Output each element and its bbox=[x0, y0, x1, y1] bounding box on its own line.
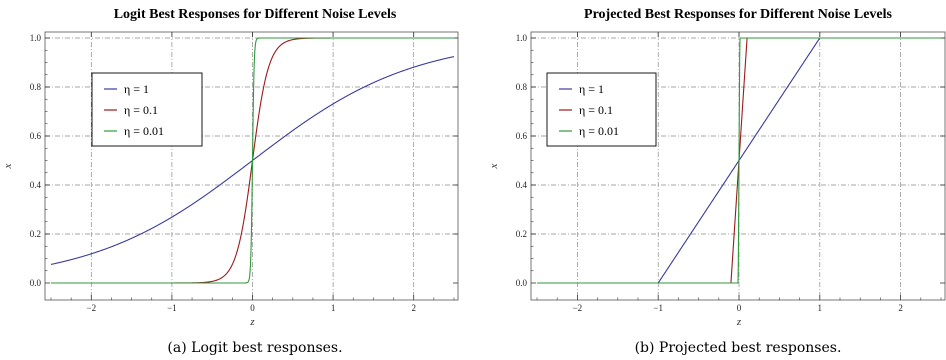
x-axis-label: z bbox=[736, 316, 742, 328]
x-tick-label: 0 bbox=[250, 303, 255, 313]
y-tick-label: 0.4 bbox=[30, 180, 42, 190]
legend-label: η = 1 bbox=[579, 82, 604, 96]
y-axis-label: x bbox=[2, 163, 14, 169]
legend: η = 1 η = 0.1 η = 0.01 bbox=[546, 72, 657, 147]
legend-label: η = 0.01 bbox=[579, 124, 619, 138]
x-tick-label: 1 bbox=[818, 303, 823, 313]
y-axis-label: x bbox=[488, 163, 500, 169]
y-tick-label: 0.8 bbox=[30, 82, 42, 92]
x-tick-label: −1 bbox=[167, 303, 177, 313]
legend-label: η = 1 bbox=[124, 82, 149, 96]
x-tick-label: 1 bbox=[331, 303, 336, 313]
y-tick-label: 0.4 bbox=[516, 180, 528, 190]
y-tick-label: 1.0 bbox=[516, 33, 528, 43]
chart-title: Projected Best Responses for Different N… bbox=[584, 7, 892, 22]
panel-logit: Logit Best Responses for Different Noise… bbox=[2, 7, 459, 356]
y-tick-label: 0.6 bbox=[516, 131, 528, 141]
x-axis-label: z bbox=[249, 316, 255, 328]
x-tick-label: 2 bbox=[411, 303, 416, 313]
legend-label: η = 0.1 bbox=[124, 103, 158, 117]
series-line-3 bbox=[51, 37, 454, 284]
y-tick-label: 0.8 bbox=[516, 82, 528, 92]
panel-projected: Projected Best Responses for Different N… bbox=[488, 7, 946, 356]
y-tick-label: 0.2 bbox=[516, 229, 527, 239]
y-tick-label: 0.0 bbox=[516, 278, 528, 288]
y-tick-label: 1.0 bbox=[30, 33, 42, 43]
x-tick-label: −2 bbox=[87, 303, 97, 313]
legend: η = 1 η = 0.1 η = 0.01 bbox=[91, 72, 203, 147]
y-tick-label: 0.2 bbox=[30, 229, 41, 239]
figure-caption: (b) Projected best responses. bbox=[635, 340, 842, 356]
legend-label: η = 0.1 bbox=[579, 103, 613, 117]
x-tick-label: 2 bbox=[898, 303, 903, 313]
y-tick-label: 0.0 bbox=[30, 278, 42, 288]
legend-label: η = 0.01 bbox=[124, 124, 164, 138]
figure-caption: (a) Logit best responses. bbox=[167, 340, 342, 356]
x-tick-label: −2 bbox=[573, 303, 583, 313]
plot-frame bbox=[530, 31, 946, 301]
chart-title: Logit Best Responses for Different Noise… bbox=[114, 7, 397, 22]
x-tick-label: −1 bbox=[653, 303, 663, 313]
y-tick-label: 0.6 bbox=[30, 131, 42, 141]
series-line-3 bbox=[537, 37, 941, 284]
plot-frame bbox=[44, 31, 459, 301]
x-tick-label: 0 bbox=[737, 303, 742, 313]
